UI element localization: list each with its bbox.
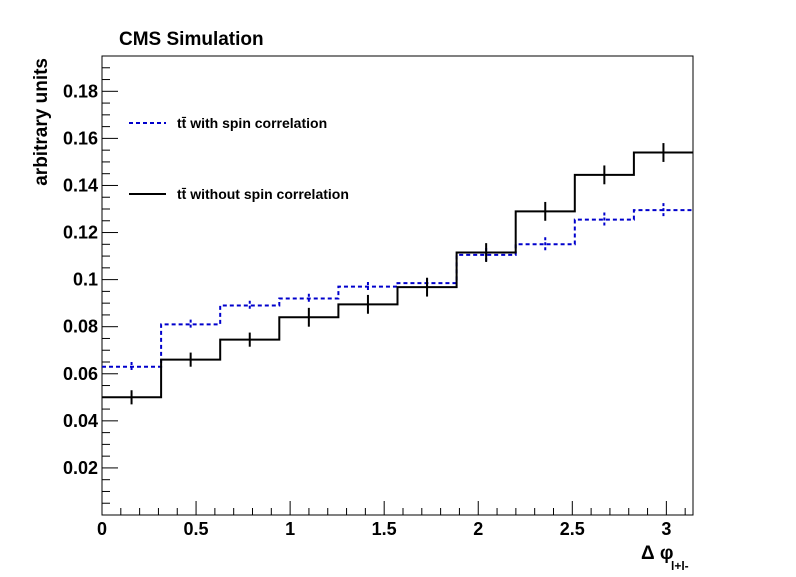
y-tick-label: 0.12 (63, 223, 98, 243)
x-axis-title: Δ φ l+l- (641, 543, 689, 573)
y-tick-label: 0.16 (63, 128, 98, 148)
y-tick-label: 0.04 (63, 411, 98, 431)
legend-label-without-spin: tt̄ without spin correlation (177, 186, 349, 202)
y-tick-label: 0.02 (63, 458, 98, 478)
axes-layer: 0 0.5 1 1.5 2 2.5 3 0.02 0.04 0.06 0.08 0.1 0.12 0.14… (63, 55, 686, 539)
y-tick-label: 0.06 (63, 364, 98, 384)
series-line-0 (102, 209, 693, 368)
x-tick-label: 2.5 (560, 519, 585, 539)
series-layer (102, 143, 693, 405)
x-tick-label: 2 (473, 519, 483, 539)
x-axis-title-symbol: Δ φ (641, 543, 674, 564)
x-tick-label: 0 (97, 519, 107, 539)
y-tick-label: 0.14 (63, 175, 98, 195)
legend-label-with-spin: tt̄ with spin correlation (177, 115, 327, 131)
y-tick-label: 0.08 (63, 317, 98, 337)
y-tick-label: 0.1 (73, 270, 98, 290)
y-axis-title: arbitrary units (31, 58, 52, 186)
y-tick-label: 0.18 (63, 81, 98, 101)
x-tick-label: 1.5 (372, 519, 397, 539)
plot-frame (101, 55, 694, 516)
x-tick-label: 3 (661, 519, 671, 539)
x-tick-label: 0.5 (184, 519, 209, 539)
legend: tt̄ with spin correlation tt̄ without sp… (129, 115, 349, 202)
x-tick-label: 1 (285, 519, 295, 539)
x-axis-title-subscript: l+l- (671, 559, 689, 572)
series-line-1 (102, 151, 693, 399)
chart-title: CMS Simulation (119, 29, 264, 50)
